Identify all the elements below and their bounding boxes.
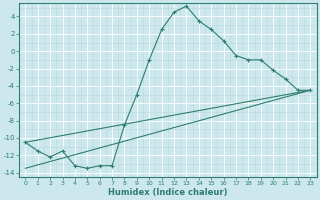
X-axis label: Humidex (Indice chaleur): Humidex (Indice chaleur)	[108, 188, 228, 197]
